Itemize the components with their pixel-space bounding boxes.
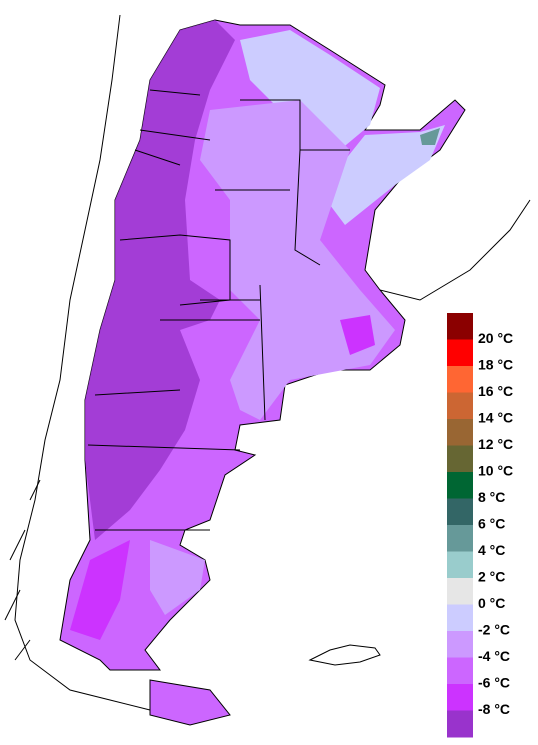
- legend-label: -6 °C: [478, 675, 510, 691]
- legend-label: 4 °C: [478, 542, 505, 558]
- legend-swatch: [447, 710, 473, 738]
- legend-swatch: [447, 578, 473, 605]
- legend-swatch: [447, 472, 473, 499]
- legend-swatch: [447, 419, 473, 446]
- tierra-del-fuego: [149, 679, 231, 726]
- legend-swatch: [447, 366, 473, 393]
- chile-outline: [14, 14, 151, 711]
- legend-label: -2 °C: [478, 622, 510, 638]
- zone-cold: [85, 20, 235, 540]
- legend-label: -8 °C: [478, 701, 510, 717]
- legend-label: 18 °C: [478, 357, 513, 373]
- legend-swatch: [447, 631, 473, 658]
- legend-label: 6 °C: [478, 516, 505, 532]
- zone-cold: [70, 540, 130, 640]
- legend-label: -4 °C: [478, 648, 510, 664]
- legend: 20 °C 18 °C 16 °C 14 °C 12 °C 10 °C 8 °C 6 °C 4 …: [447, 313, 513, 738]
- legend-swatch: [447, 498, 473, 526]
- coast-outline: [4, 199, 531, 661]
- legend-label: 14 °C: [478, 410, 513, 426]
- legend-swatch: [447, 657, 473, 685]
- legend-label: 10 °C: [478, 463, 513, 479]
- legend-label: 16 °C: [478, 383, 513, 399]
- legend-swatch: [447, 313, 473, 340]
- legend-swatch: [447, 604, 473, 632]
- malvinas: [308, 644, 381, 666]
- zone-cold: [340, 315, 375, 355]
- zone-warm: [420, 128, 440, 145]
- zone-warm: [330, 125, 445, 225]
- zone-mild: [150, 540, 205, 615]
- legend-label: 2 °C: [478, 569, 505, 585]
- legend-swatch: [447, 392, 473, 420]
- legend-swatch: [447, 551, 473, 579]
- legend-label: 0 °C: [478, 595, 505, 611]
- legend-swatch: [447, 339, 473, 367]
- legend-label: 20 °C: [478, 330, 513, 346]
- legend-swatch: [447, 525, 473, 552]
- legend-label: 12 °C: [478, 436, 513, 452]
- legend-swatch: [447, 684, 473, 711]
- legend-swatch: [447, 445, 473, 473]
- province-borders: [87, 89, 350, 531]
- legend-label: 8 °C: [478, 489, 505, 505]
